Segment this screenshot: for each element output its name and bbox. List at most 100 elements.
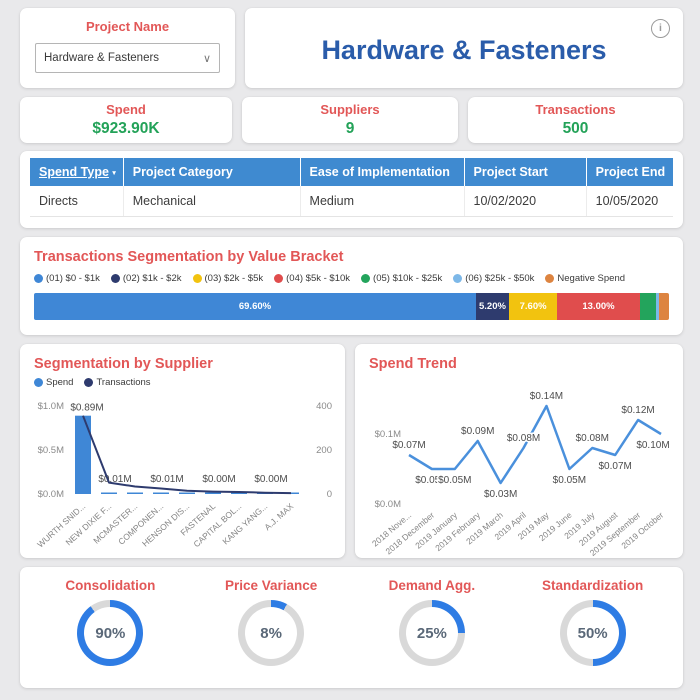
- spend-trend-line-chart: $0.1M$0.0M$0.07M$0.05M$0.05M$0.09M$0.03M…: [370, 390, 671, 558]
- table-cell: Mechanical: [123, 186, 301, 217]
- gauge-donut[interactable]: 25%: [398, 600, 465, 666]
- slicer-label: Project Name: [85, 19, 170, 34]
- legend-item-02-1k-2k[interactable]: (02) $1k - $2k: [110, 273, 182, 284]
- gauge-donut[interactable]: 50%: [559, 600, 626, 666]
- table-cell: Directs: [30, 186, 124, 217]
- chart-title: Transactions Segmentation by Value Brack…: [34, 249, 344, 265]
- legend-item-spend[interactable]: Spend: [34, 377, 73, 388]
- value-bracket-card: Transactions Segmentation by Value Brack…: [20, 237, 683, 335]
- project-slicer-card: Project Name Hardware & Fasteners ∨: [20, 8, 235, 88]
- legend-dot-icon: [34, 378, 43, 387]
- bracket-segment-05-10k-25k[interactable]: [639, 293, 657, 320]
- segment-data-label: 5.20%: [478, 301, 506, 312]
- gauge-title: Standardization: [541, 578, 644, 593]
- kpi-label: Transactions: [535, 102, 616, 117]
- column-header-spend-type[interactable]: Spend Type ▼: [30, 158, 124, 186]
- chart-title: Segmentation by Supplier: [34, 356, 213, 372]
- gauge-value: 25%: [416, 624, 447, 642]
- chevron-down-icon: ∨: [202, 52, 211, 65]
- gauge-price-variance: Price Variance 8%: [196, 567, 346, 666]
- column-header-project-category[interactable]: Project Category: [123, 158, 301, 186]
- sort-desc-icon: ▼: [110, 170, 118, 177]
- gauge-value: 8%: [260, 624, 282, 642]
- kpi-card-suppliers: Suppliers 9: [242, 97, 458, 143]
- legend-label: (02) $1k - $2k: [122, 273, 182, 284]
- bracket-segment-06-25k-50k[interactable]: [656, 293, 659, 320]
- spend-bar-wurth-snid[interactable]: [75, 415, 91, 494]
- legend-dot-icon: [545, 274, 555, 283]
- table-cell: 10/05/2020: [586, 186, 673, 217]
- gauges-card: Consolidation 90% Price Variance 8% Demand A…: [20, 567, 683, 688]
- bar-data-label: $0.00M: [202, 474, 235, 485]
- table-row: Directs Mechanical Medium 10/02/2020 10/05/2…: [30, 186, 673, 217]
- legend-label: Spend: [46, 377, 74, 388]
- gauge-donut[interactable]: 90%: [77, 600, 144, 666]
- gauge-hole: 50%: [566, 607, 619, 659]
- legend-label: Negative Spend: [557, 273, 626, 284]
- report-title-card: Hardware & Fasteners i: [245, 8, 683, 88]
- column-label: Ease of Implementation: [309, 165, 450, 179]
- point-data-label: $0.10M: [636, 440, 669, 451]
- spend-trend-line[interactable]: [408, 404, 662, 485]
- point-data-label: $0.05M: [438, 475, 471, 486]
- point-data-label: $0.07M: [392, 440, 425, 451]
- project-dropdown[interactable]: Hardware & Fasteners ∨: [35, 43, 220, 73]
- page-title: Hardware & Fasteners: [321, 35, 607, 65]
- y-right-tick: 0: [327, 489, 332, 500]
- legend-item-negative-spend[interactable]: Negative Spend: [545, 273, 625, 284]
- legend-item-01-0-1k[interactable]: (01) $0 - $1k: [34, 273, 100, 284]
- legend-dot-icon: [84, 378, 94, 387]
- spend-bar-henson-dis[interactable]: [179, 492, 195, 495]
- point-data-label: $0.14M: [530, 391, 563, 402]
- gauge-hole: 90%: [84, 607, 137, 659]
- spend-bar-capital-bol[interactable]: [231, 492, 247, 495]
- point-data-label: $0.12M: [621, 405, 654, 416]
- table-cell: 10/02/2020: [464, 186, 587, 217]
- y-left-tick: $0.0M: [38, 489, 64, 500]
- y-right-tick: 400: [316, 401, 332, 412]
- bracket-segment-02-1k-2k[interactable]: 5.20%: [475, 293, 509, 320]
- spend-bar-componen[interactable]: [153, 492, 169, 495]
- column-label: Project Start: [473, 165, 548, 179]
- legend-label: (01) $0 - $1k: [46, 273, 100, 284]
- bracket-segment-01-0-1k[interactable]: 69.60%: [34, 293, 476, 320]
- spend-bar-new-dixie-f[interactable]: [101, 492, 117, 495]
- info-icon[interactable]: i: [651, 19, 670, 38]
- kpi-value: 9: [345, 120, 355, 137]
- column-header-ease-of-implementation[interactable]: Ease of Implementation: [300, 158, 465, 186]
- spend-bar-fastenal[interactable]: [205, 492, 221, 495]
- bracket-segment-04-5k-10k[interactable]: 13.00%: [557, 293, 640, 320]
- spend-bar-a-j-max[interactable]: [283, 492, 299, 495]
- spend-bar-mcmaster[interactable]: [127, 492, 143, 495]
- column-header-project-end[interactable]: Project End: [586, 158, 673, 186]
- legend-label: (06) $25k - $50k: [465, 273, 535, 284]
- table-cell: Medium: [300, 186, 465, 217]
- legend-item-03-2k-5k[interactable]: (03) $2k - $5k: [192, 273, 263, 284]
- column-label: Spend Type: [39, 165, 109, 179]
- legend-item-05-10k-25k[interactable]: (05) $10k - $25k: [361, 273, 442, 284]
- legend-item-04-5k-10k[interactable]: (04) $5k - $10k: [274, 273, 350, 284]
- legend-dot-icon: [274, 274, 284, 283]
- value-bracket-legend: (01) $0 - $1k (02) $1k - $2k (03) $2k - $5…: [20, 265, 683, 284]
- y-left-tick: $0.5M: [38, 445, 64, 456]
- point-data-label: $0.08M: [576, 433, 609, 444]
- kpi-value: $923.90K: [92, 120, 160, 137]
- point-data-label: $0.09M: [461, 426, 494, 437]
- y-right-tick: 200: [316, 445, 332, 456]
- bracket-segment-negative-spend[interactable]: [658, 293, 669, 320]
- gauge-value: 50%: [577, 624, 608, 642]
- legend-item-06-25k-50k[interactable]: (06) $25k - $50k: [453, 273, 534, 284]
- legend-label: (04) $5k - $10k: [286, 273, 351, 284]
- legend-dot-icon: [34, 274, 43, 283]
- point-data-label: $0.08M: [507, 433, 540, 444]
- legend-item-transactions[interactable]: Transactions: [84, 377, 151, 388]
- column-header-project-start[interactable]: Project Start: [464, 158, 587, 186]
- gauge-title: Demand Agg.: [388, 578, 476, 593]
- segment-data-label: 7.60%: [519, 301, 547, 312]
- kpi-label: Spend: [106, 102, 146, 117]
- y-left-tick: $1.0M: [38, 401, 64, 412]
- gauge-donut[interactable]: 8%: [238, 600, 305, 666]
- bracket-segment-03-2k-5k[interactable]: 7.60%: [508, 293, 558, 320]
